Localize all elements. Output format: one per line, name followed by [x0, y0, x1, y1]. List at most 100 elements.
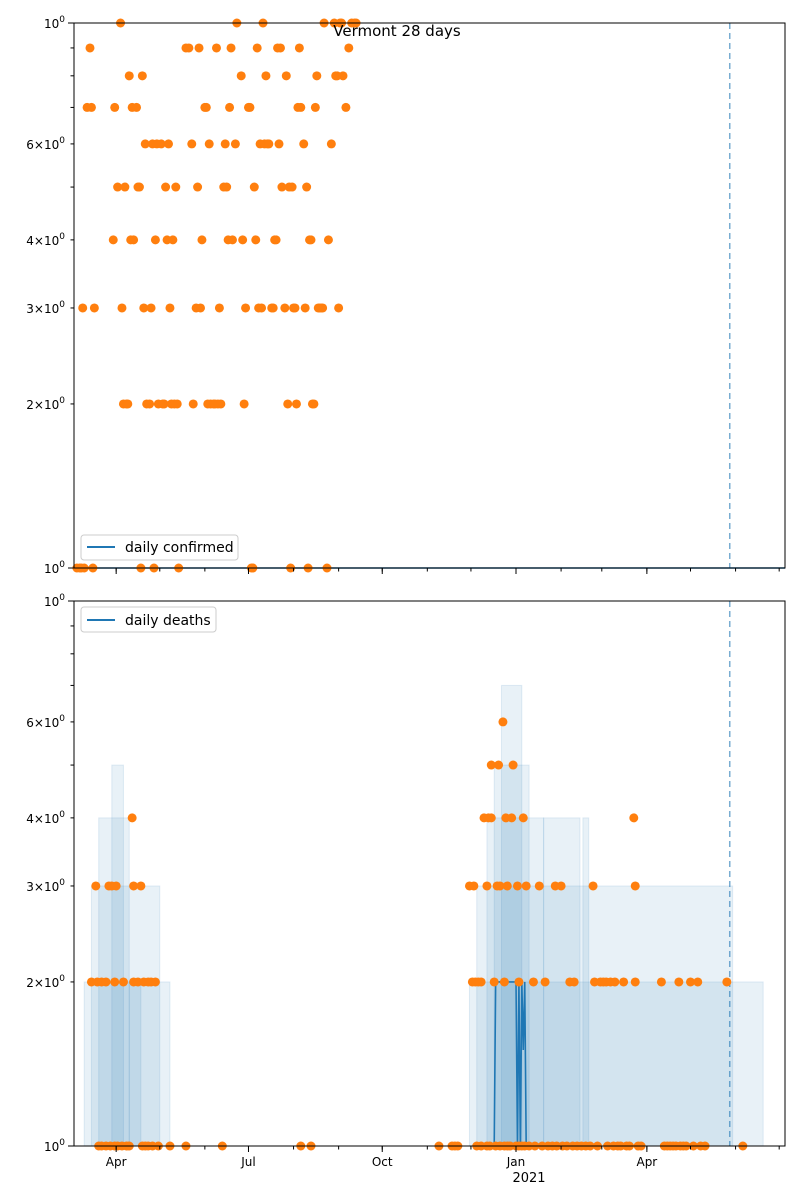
- legend-box: [80, 606, 217, 633]
- top-legend: daily confirmed: [80, 534, 239, 561]
- chart-title: Vermont 28 days: [333, 22, 461, 40]
- data-point: [164, 139, 174, 149]
- data-point: [150, 977, 160, 987]
- bottom-bands-layer: [83, 684, 764, 1147]
- data-point: [482, 881, 492, 891]
- uncertainty-band: [493, 764, 530, 1147]
- data-point: [630, 977, 640, 987]
- bottom-y-axis: 100 100 2×100 3×100 4×100 6×100: [26, 593, 74, 1154]
- data-point: [184, 43, 194, 53]
- data-point: [196, 303, 205, 313]
- uncertainty-band: [111, 764, 124, 1147]
- y-tick-label: 100: [44, 15, 65, 31]
- bottom-x-axis: Apr Jul Oct Jan Apr: [106, 1146, 780, 1169]
- uncertainty-band: [582, 817, 590, 1147]
- data-point: [188, 399, 198, 409]
- data-point: [489, 977, 499, 987]
- top-x-axis: [115, 568, 780, 574]
- x-tick-label: Apr: [106, 1155, 127, 1169]
- y-tick-label: 4×100: [26, 810, 65, 826]
- data-point: [268, 303, 278, 313]
- data-point: [309, 399, 319, 409]
- data-point: [171, 182, 181, 192]
- data-point: [211, 43, 221, 53]
- data-point: [283, 399, 293, 409]
- y-tick-label: 6×100: [26, 136, 65, 152]
- data-point: [302, 182, 312, 192]
- data-point: [318, 303, 328, 313]
- data-point: [685, 977, 695, 987]
- data-point: [238, 235, 248, 245]
- data-point: [222, 182, 232, 192]
- uncertainty-band: [83, 981, 142, 1147]
- data-point: [271, 235, 281, 245]
- data-point: [193, 182, 203, 192]
- data-point: [619, 977, 629, 987]
- bottom-series-layer: [493, 601, 731, 1147]
- data-point: [216, 399, 226, 409]
- data-point: [91, 881, 101, 891]
- data-point: [187, 139, 197, 149]
- data-point: [310, 102, 320, 112]
- data-point: [123, 399, 133, 409]
- data-point: [257, 303, 267, 313]
- data-point: [512, 881, 522, 891]
- bottom-points-layer: [86, 717, 748, 1151]
- data-point: [674, 977, 684, 987]
- data-point: [494, 760, 504, 770]
- data-point: [86, 102, 96, 112]
- data-point: [89, 303, 99, 313]
- y-tick-label: 6×100: [26, 714, 65, 730]
- uncertainty-band: [90, 885, 161, 1147]
- data-point: [281, 71, 291, 81]
- data-point: [110, 977, 120, 987]
- data-point: [326, 139, 336, 149]
- data-point: [344, 43, 354, 53]
- bottom-axes-frame: [73, 600, 786, 1147]
- data-point: [508, 760, 518, 770]
- data-point: [132, 102, 142, 112]
- data-point: [140, 139, 150, 149]
- y-tick-label: 3×100: [26, 878, 65, 894]
- data-point: [118, 977, 128, 987]
- data-point: [136, 881, 146, 891]
- data-point: [518, 813, 528, 823]
- data-point: [534, 881, 544, 891]
- data-point: [120, 182, 130, 192]
- data-point: [528, 977, 538, 987]
- data-point: [299, 139, 309, 149]
- x-tick-label: Jan: [506, 1155, 526, 1169]
- x-year-label: 2021: [512, 1171, 545, 1186]
- y-tick-label: 100: [44, 1138, 65, 1154]
- data-point: [514, 977, 524, 987]
- data-point: [113, 182, 123, 192]
- uncertainty-band: [128, 981, 171, 1147]
- data-point: [194, 43, 204, 53]
- data-point: [722, 977, 732, 987]
- data-point: [85, 43, 95, 53]
- data-point: [693, 977, 703, 987]
- y-tick-label: 2×100: [26, 974, 65, 990]
- data-point: [156, 139, 166, 149]
- data-point: [323, 235, 333, 245]
- data-point: [165, 303, 175, 313]
- data-point: [145, 399, 155, 409]
- series-line: [493, 981, 527, 1147]
- data-point: [296, 102, 306, 112]
- data-point: [150, 235, 160, 245]
- data-point: [588, 881, 598, 891]
- data-point: [290, 303, 300, 313]
- data-point: [239, 399, 249, 409]
- data-point: [146, 303, 156, 313]
- bottom-legend: daily deaths: [80, 606, 217, 633]
- data-point: [556, 881, 566, 891]
- data-point: [139, 303, 149, 313]
- data-point: [101, 977, 111, 987]
- data-point: [227, 235, 237, 245]
- data-point: [220, 139, 230, 149]
- data-point: [236, 71, 246, 81]
- y-tick-label: 4×100: [26, 232, 65, 248]
- data-point: [275, 43, 285, 53]
